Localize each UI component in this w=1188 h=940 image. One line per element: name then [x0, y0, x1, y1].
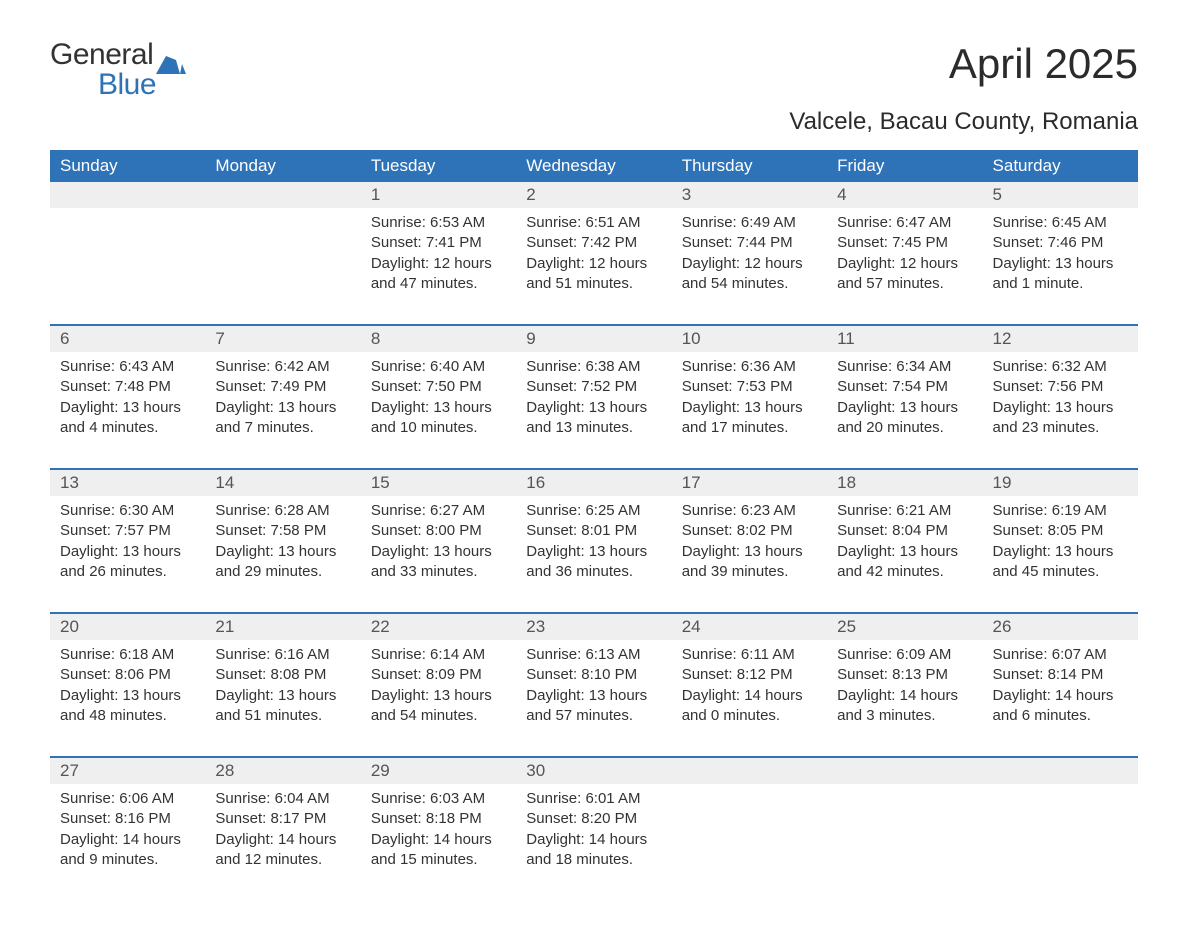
- day-cell: Sunrise: 6:38 AMSunset: 7:52 PMDaylight:…: [516, 352, 671, 469]
- day-number: 28: [205, 758, 360, 784]
- day-number: 29: [361, 758, 516, 784]
- page-title: April 2025: [949, 40, 1138, 88]
- sail-icon: [156, 50, 186, 74]
- logo: General Blue: [50, 40, 186, 100]
- day-cell: Sunrise: 6:42 AMSunset: 7:49 PMDaylight:…: [205, 352, 360, 469]
- header-row: General Blue April 2025: [50, 40, 1138, 100]
- day-cell: Sunrise: 6:36 AMSunset: 7:53 PMDaylight:…: [672, 352, 827, 469]
- day-number: 21: [205, 614, 360, 640]
- day-cell: Sunrise: 6:25 AMSunset: 8:01 PMDaylight:…: [516, 496, 671, 613]
- day-number: 2: [516, 182, 671, 208]
- day-number: 12: [983, 326, 1138, 352]
- day-cell: Sunrise: 6:45 AMSunset: 7:46 PMDaylight:…: [983, 208, 1138, 325]
- day-number: [672, 758, 827, 784]
- day-number: 15: [361, 470, 516, 496]
- dh-mon: Monday: [205, 150, 360, 182]
- dh-thu: Thursday: [672, 150, 827, 182]
- day-cell: Sunrise: 6:14 AMSunset: 8:09 PMDaylight:…: [361, 640, 516, 757]
- day-cell: [205, 208, 360, 325]
- day-number: 19: [983, 470, 1138, 496]
- day-content-row: Sunrise: 6:06 AMSunset: 8:16 PMDaylight:…: [50, 784, 1138, 900]
- logo-word-2: Blue: [98, 70, 156, 100]
- logo-word-1: General: [50, 40, 156, 70]
- day-number: 18: [827, 470, 982, 496]
- day-number-row: 20212223242526: [50, 614, 1138, 640]
- day-number: 6: [50, 326, 205, 352]
- day-cell: Sunrise: 6:30 AMSunset: 7:57 PMDaylight:…: [50, 496, 205, 613]
- day-cell: Sunrise: 6:32 AMSunset: 7:56 PMDaylight:…: [983, 352, 1138, 469]
- day-number: 16: [516, 470, 671, 496]
- day-content-row: Sunrise: 6:43 AMSunset: 7:48 PMDaylight:…: [50, 352, 1138, 469]
- day-cell: Sunrise: 6:09 AMSunset: 8:13 PMDaylight:…: [827, 640, 982, 757]
- day-cell: Sunrise: 6:28 AMSunset: 7:58 PMDaylight:…: [205, 496, 360, 613]
- day-cell: Sunrise: 6:19 AMSunset: 8:05 PMDaylight:…: [983, 496, 1138, 613]
- day-cell: [672, 784, 827, 900]
- day-cell: Sunrise: 6:06 AMSunset: 8:16 PMDaylight:…: [50, 784, 205, 900]
- day-cell: Sunrise: 6:01 AMSunset: 8:20 PMDaylight:…: [516, 784, 671, 900]
- dh-fri: Friday: [827, 150, 982, 182]
- day-number: [983, 758, 1138, 784]
- day-number: 24: [672, 614, 827, 640]
- day-cell: [50, 208, 205, 325]
- day-cell: Sunrise: 6:03 AMSunset: 8:18 PMDaylight:…: [361, 784, 516, 900]
- day-number: 10: [672, 326, 827, 352]
- day-number: 8: [361, 326, 516, 352]
- day-number: 25: [827, 614, 982, 640]
- day-number: 17: [672, 470, 827, 496]
- day-cell: [983, 784, 1138, 900]
- day-content-row: Sunrise: 6:53 AMSunset: 7:41 PMDaylight:…: [50, 208, 1138, 325]
- day-number: 27: [50, 758, 205, 784]
- day-number: 13: [50, 470, 205, 496]
- day-number: [827, 758, 982, 784]
- day-number: [50, 182, 205, 208]
- day-cell: Sunrise: 6:23 AMSunset: 8:02 PMDaylight:…: [672, 496, 827, 613]
- day-number: 11: [827, 326, 982, 352]
- dh-sat: Saturday: [983, 150, 1138, 182]
- day-cell: Sunrise: 6:53 AMSunset: 7:41 PMDaylight:…: [361, 208, 516, 325]
- dh-sun: Sunday: [50, 150, 205, 182]
- day-number: 30: [516, 758, 671, 784]
- day-number-row: 13141516171819: [50, 470, 1138, 496]
- day-cell: Sunrise: 6:16 AMSunset: 8:08 PMDaylight:…: [205, 640, 360, 757]
- dh-tue: Tuesday: [361, 150, 516, 182]
- day-content-row: Sunrise: 6:30 AMSunset: 7:57 PMDaylight:…: [50, 496, 1138, 613]
- day-number: 4: [827, 182, 982, 208]
- day-number: 22: [361, 614, 516, 640]
- day-cell: Sunrise: 6:47 AMSunset: 7:45 PMDaylight:…: [827, 208, 982, 325]
- day-number: 9: [516, 326, 671, 352]
- dh-wed: Wednesday: [516, 150, 671, 182]
- day-number: 3: [672, 182, 827, 208]
- day-cell: Sunrise: 6:34 AMSunset: 7:54 PMDaylight:…: [827, 352, 982, 469]
- day-number: 20: [50, 614, 205, 640]
- day-number: [205, 182, 360, 208]
- day-content-row: Sunrise: 6:18 AMSunset: 8:06 PMDaylight:…: [50, 640, 1138, 757]
- day-number: 7: [205, 326, 360, 352]
- calendar-table: Sunday Monday Tuesday Wednesday Thursday…: [50, 150, 1138, 900]
- day-cell: Sunrise: 6:07 AMSunset: 8:14 PMDaylight:…: [983, 640, 1138, 757]
- day-number-row: 6789101112: [50, 326, 1138, 352]
- day-cell: [827, 784, 982, 900]
- day-cell: Sunrise: 6:40 AMSunset: 7:50 PMDaylight:…: [361, 352, 516, 469]
- day-cell: Sunrise: 6:13 AMSunset: 8:10 PMDaylight:…: [516, 640, 671, 757]
- day-number-row: 12345: [50, 182, 1138, 208]
- day-number: 23: [516, 614, 671, 640]
- day-number: 5: [983, 182, 1138, 208]
- day-cell: Sunrise: 6:51 AMSunset: 7:42 PMDaylight:…: [516, 208, 671, 325]
- logo-text: General Blue: [50, 40, 156, 100]
- day-cell: Sunrise: 6:04 AMSunset: 8:17 PMDaylight:…: [205, 784, 360, 900]
- day-cell: Sunrise: 6:18 AMSunset: 8:06 PMDaylight:…: [50, 640, 205, 757]
- day-number: 14: [205, 470, 360, 496]
- day-number: 1: [361, 182, 516, 208]
- day-number-row: 27282930: [50, 758, 1138, 784]
- day-cell: Sunrise: 6:49 AMSunset: 7:44 PMDaylight:…: [672, 208, 827, 325]
- day-header-row: Sunday Monday Tuesday Wednesday Thursday…: [50, 150, 1138, 182]
- day-cell: Sunrise: 6:27 AMSunset: 8:00 PMDaylight:…: [361, 496, 516, 613]
- day-number: 26: [983, 614, 1138, 640]
- day-cell: Sunrise: 6:21 AMSunset: 8:04 PMDaylight:…: [827, 496, 982, 613]
- day-cell: Sunrise: 6:43 AMSunset: 7:48 PMDaylight:…: [50, 352, 205, 469]
- calendar-body: 12345Sunrise: 6:53 AMSunset: 7:41 PMDayl…: [50, 182, 1138, 900]
- day-cell: Sunrise: 6:11 AMSunset: 8:12 PMDaylight:…: [672, 640, 827, 757]
- page-subtitle: Valcele, Bacau County, Romania: [50, 108, 1138, 136]
